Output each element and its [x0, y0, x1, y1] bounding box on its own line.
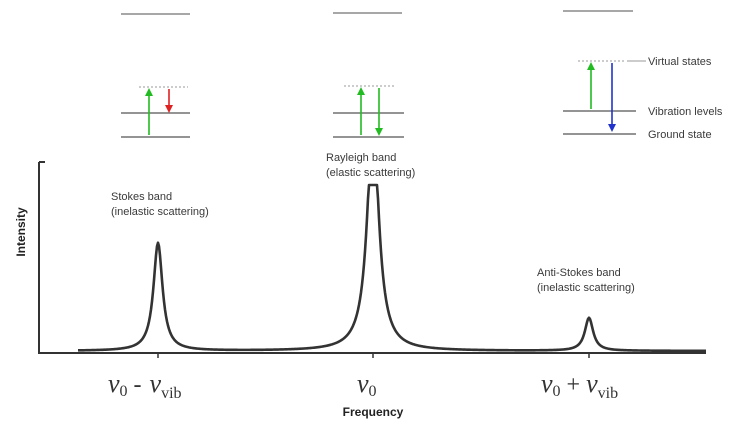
tick-label-rayleigh: ν0	[357, 369, 377, 400]
anti-stokes-band-label: Anti-Stokes band	[537, 267, 621, 279]
ground-state-label: Ground state	[648, 129, 712, 141]
tick-label-stokes: ν0- νvib	[108, 369, 182, 402]
energy-diagram-anti-stokes	[563, 60, 636, 135]
energy-diagram-rayleigh	[333, 85, 404, 138]
x-axis-label: Frequency	[343, 405, 404, 419]
y-axis-label: Intensity	[14, 207, 28, 257]
stokes-band-label: Stokes band	[111, 191, 172, 203]
rayleigh-band-type: (elastic scattering)	[326, 167, 415, 179]
energy-diagram-stokes	[121, 86, 190, 138]
rayleigh-band-label: Rayleigh band	[326, 152, 396, 164]
stokes-band-type: (inelastic scattering)	[111, 206, 209, 218]
tick-label-anti-stokes: ν0 + νvib	[541, 369, 618, 402]
anti-stokes-band-type: (inelastic scattering)	[537, 282, 635, 294]
spectrum-curve	[77, 183, 707, 353]
vibration-levels-label: Vibration levels	[648, 106, 723, 118]
virtual-states-label: Virtual states	[648, 56, 712, 68]
